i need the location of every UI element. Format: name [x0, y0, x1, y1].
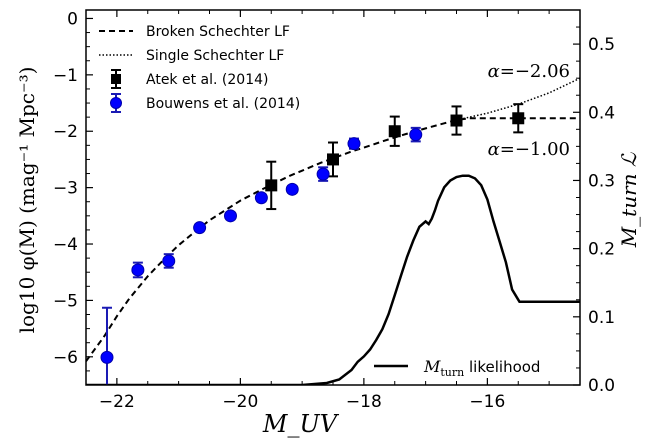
data-point-bouwens	[316, 167, 330, 181]
legend-label-bouwens: Bouwens et al. (2014)	[146, 96, 300, 112]
data-point-bouwens	[193, 221, 207, 235]
x-tick-label: −20	[222, 392, 258, 412]
y-left-tick-label: −1	[53, 66, 78, 86]
data-point-atek	[388, 125, 401, 138]
data-point-bouwens	[254, 191, 268, 205]
x-tick-label: −22	[99, 392, 135, 412]
data-point-bouwens	[100, 350, 114, 364]
y-right-tick-label: 0.5	[588, 35, 615, 55]
data-point-atek	[450, 114, 463, 127]
data-point-bouwens	[131, 263, 145, 277]
y-right-tick-label: 0.4	[588, 103, 615, 123]
y-left-tick-label: −4	[53, 235, 78, 255]
y-left-tick-label: −2	[53, 122, 78, 142]
legend-swatch-bouwens	[110, 93, 122, 113]
data-point-atek	[512, 112, 525, 125]
y-left-tick-label: 0	[67, 9, 78, 29]
data-point-atek	[327, 153, 339, 166]
y-left-tick-label: −3	[53, 179, 78, 199]
data-point-bouwens	[223, 209, 237, 223]
y-right-tick-label: 0.3	[588, 171, 615, 191]
data-point-bouwens	[409, 128, 423, 142]
y-left-tick-label: −6	[53, 348, 78, 368]
series-line-4	[86, 174, 580, 385]
legend: Broken Schechter LF Single Schechter LF …	[99, 24, 300, 113]
curves	[86, 77, 580, 385]
y-left-tick-label: −5	[53, 291, 78, 311]
x-tick-label: −18	[346, 392, 382, 412]
annotation-alpha-broken: α=−1.00	[488, 139, 570, 160]
legend-swatch-atek	[111, 69, 121, 89]
data-point-bouwens	[347, 137, 361, 151]
y-right-tick-label: 0.0	[588, 376, 615, 396]
y-axis-label-right: M_turn ℒ	[617, 152, 641, 248]
y-right-tick-label: 0.2	[588, 240, 615, 260]
legend-label-atek: Atek et al. (2014)	[146, 72, 268, 88]
y-axis-label-left: log10 φ(M) (mag⁻¹ Mpc⁻³)	[15, 67, 39, 334]
likelihood-legend: Mturn likelihood	[374, 357, 540, 379]
data-point-bouwens	[162, 254, 176, 268]
y-right-tick-label: 0.1	[588, 308, 615, 328]
series-line-0	[86, 117, 580, 362]
plot-area: −22 −20 −18 −16 0 −1 −2 −3 −4 −5 −6 0.0 0.1 0.2 0.3 0.4…	[53, 9, 615, 412]
legend-label-single: Single Schechter LF	[146, 48, 284, 64]
legend-label-broken: Broken Schechter LF	[146, 24, 290, 40]
data-point-bouwens	[285, 182, 299, 196]
annotation-alpha-single: α=−2.06	[488, 61, 570, 82]
legend-label-likelihood: Mturn likelihood	[423, 357, 540, 379]
x-tick-label: −16	[469, 392, 505, 412]
data-point-atek	[265, 179, 278, 192]
x-axis-label: M_UV	[262, 410, 340, 438]
